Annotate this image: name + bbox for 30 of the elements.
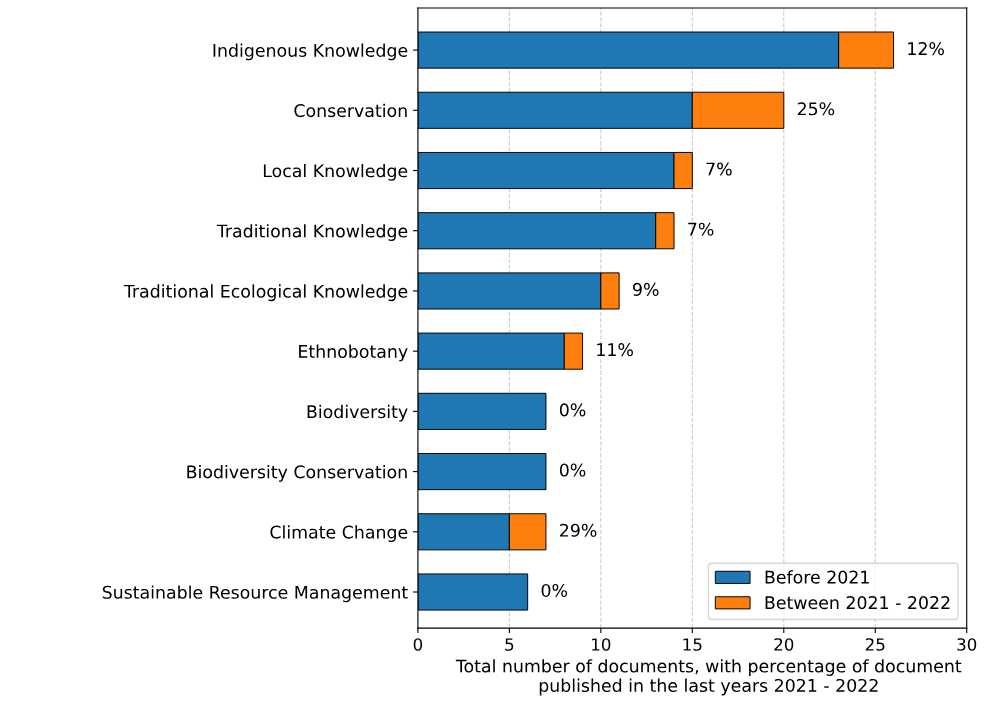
y-tick-label: Indigenous Knowledge: [213, 43, 408, 61]
annotation: 0%: [541, 583, 568, 598]
y-tick-label: Ethnobotany: [299, 344, 408, 362]
x-tick-label: 0: [413, 638, 423, 651]
y-tick-label: Conservation: [294, 103, 407, 118]
y-tick-label: Climate Change: [270, 525, 408, 542]
annotation: 25%: [797, 102, 835, 116]
x-tick-label: 10: [592, 638, 611, 651]
y-tick-label: Biodiversity Conservation: [187, 464, 407, 482]
x-tick-label: 25: [865, 638, 885, 651]
x-tick-label: 5: [505, 638, 514, 651]
x-tick-label: 15: [683, 638, 702, 651]
annotation: 12%: [908, 42, 944, 56]
x-tick-label: 20: [774, 638, 794, 651]
y-tick-label: Sustainable Resource Management: [102, 585, 408, 603]
y-tick-label: Local Knowledge: [263, 163, 408, 181]
annotation: 11%: [597, 343, 633, 357]
x-tick-label: 30: [957, 638, 977, 651]
y-tick-label: Biodiversity: [307, 404, 408, 422]
legend-label: Between 2021 - 2022: [765, 596, 950, 610]
annotation: 7%: [706, 162, 732, 176]
annotation: 0%: [559, 403, 586, 417]
annotation: 29%: [560, 523, 597, 537]
annotation: 9%: [633, 282, 659, 296]
legend-label: Before 2021: [765, 570, 869, 584]
y-tick-label: Traditional Knowledge: [216, 224, 408, 241]
annotation: 0%: [559, 463, 586, 477]
x-axis-title: Total number of documents, with percentage of document published in the last years 2021 - 2022: [455, 659, 962, 696]
annotation: 7%: [688, 222, 714, 236]
y-tick-label: Traditional Ecological Knowledge: [123, 284, 408, 302]
